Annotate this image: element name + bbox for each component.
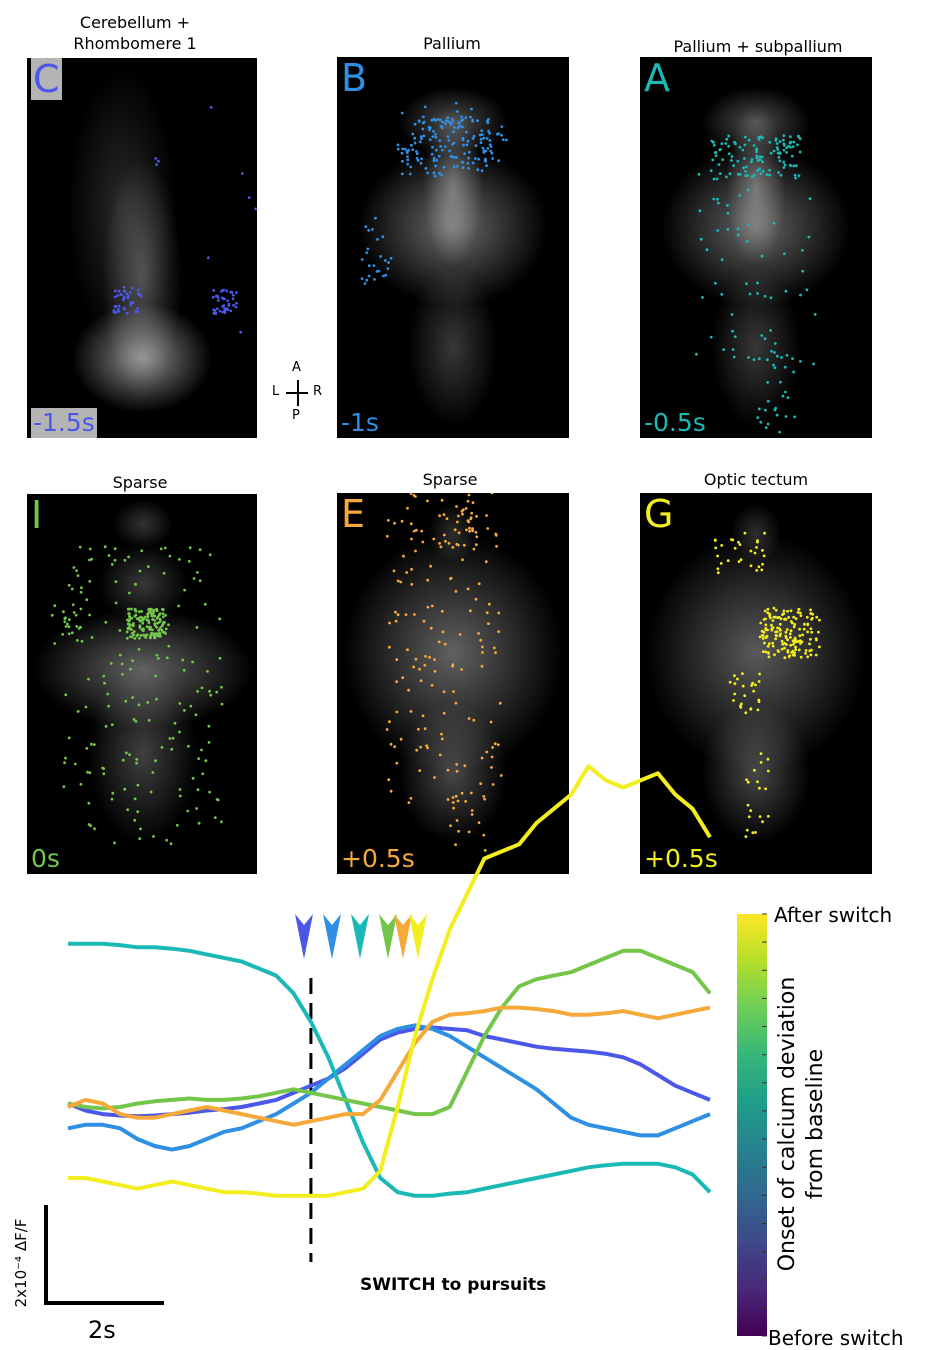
trace-line-5	[68, 764, 712, 1198]
brain-panel-g: G +0.5s	[640, 493, 872, 874]
trace-series	[67, 764, 712, 1198]
switch-annotation: SWITCH to pursuits	[360, 1275, 547, 1295]
panel-letter-i: I	[31, 494, 43, 537]
panel-time-e: +0.5s	[341, 844, 415, 873]
panel-time-i: 0s	[31, 844, 60, 873]
onset-marker-1	[323, 914, 341, 959]
panel-time-c: -1.5s	[31, 408, 97, 438]
onset-marker-4	[394, 914, 412, 959]
onset-marker-5	[409, 914, 427, 959]
panel-letter-c: C	[31, 58, 62, 101]
brain-image-c	[67, 68, 257, 413]
brain-panel-i: I 0s	[27, 494, 257, 874]
brain-image-e	[343, 493, 563, 852]
colorbar-bottom-label: Before switch	[768, 1326, 904, 1350]
panel-letter-a: A	[644, 57, 670, 100]
brain-image-i	[33, 499, 253, 846]
brain-panel-a: A -0.5s	[640, 57, 872, 438]
brain-image-a	[661, 87, 851, 434]
colorbar-ticks	[762, 913, 767, 1337]
colorbar	[737, 914, 767, 1336]
colorbar-title: Onset of calcium deviation from baseline	[775, 976, 828, 1272]
panel-letter-e: E	[341, 493, 366, 536]
panel-title-a: Pallium + subpallium	[673, 37, 843, 56]
onset-marker-2	[351, 914, 369, 959]
panel-time-b: -1s	[341, 408, 379, 437]
brain-panel-b: B -1s	[337, 57, 569, 438]
trace-line-2	[68, 941, 712, 1198]
panel-letter-b: B	[341, 57, 368, 100]
trace-line-0	[67, 1025, 711, 1119]
panel-title-b: Pallium	[423, 34, 481, 53]
panel-letter-g: G	[644, 493, 674, 536]
panel-title-c: Cerebellum + Rhombomere 1	[73, 13, 197, 53]
panel-time-a: -0.5s	[644, 408, 706, 437]
onset-marker-0	[295, 914, 313, 959]
trace-line-4	[67, 1005, 711, 1127]
panel-title-e: Sparse	[422, 470, 478, 489]
scale-bar	[44, 1205, 164, 1305]
panel-time-g: +0.5s	[644, 844, 718, 873]
trace-line-3	[67, 948, 712, 1117]
brain-image-g	[646, 503, 866, 843]
panel-title-i: Sparse	[112, 473, 168, 492]
scale-bar-x-label: 2s	[88, 1316, 116, 1344]
trace-line-1	[67, 1023, 711, 1152]
brain-panel-e: E +0.5s	[337, 493, 569, 874]
brain-image-b	[358, 87, 548, 427]
onset-marker-3	[379, 914, 397, 959]
scale-bar-y-label: 2x10⁻⁴ ΔF/F	[12, 1218, 30, 1308]
colorbar-top-label: After switch	[774, 903, 893, 927]
orientation-compass: A L R P	[272, 360, 323, 423]
panel-title-g: Optic tectum	[703, 470, 809, 489]
onset-markers	[295, 914, 427, 959]
brain-panel-c: C -1.5s	[27, 58, 257, 438]
